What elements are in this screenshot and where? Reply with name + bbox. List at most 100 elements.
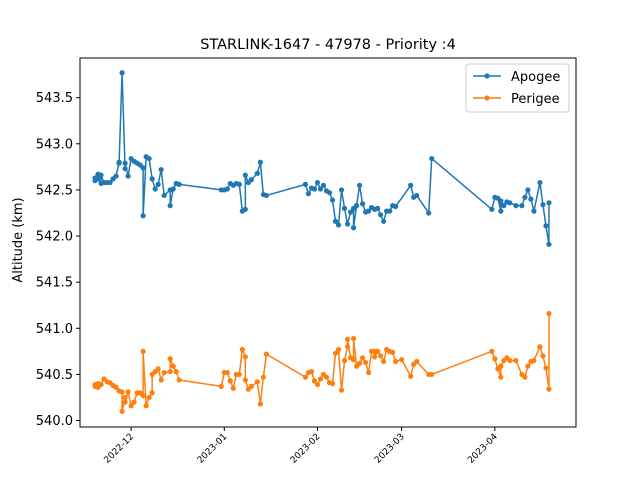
apogee-point [387,208,393,214]
y-tick-label: 540.0 [36,414,73,429]
perigee-point [122,394,128,401]
perigee-point [365,369,372,376]
apogee-point [414,192,420,199]
apogee-point [426,210,432,216]
apogee-point [332,218,339,224]
perigee-point [131,399,137,405]
perigee-point [218,383,224,390]
apogee-point [314,179,321,186]
apogee-point [320,182,327,188]
apogee-point [311,186,318,192]
series-layer [92,70,552,414]
perigee-point [167,369,173,375]
apogee-point [507,200,513,206]
perigee-point [242,377,248,383]
perigee-point [492,356,498,362]
perigee-point [489,348,495,354]
apogee-point [224,186,230,192]
perigee-point [140,348,146,354]
perigee-point [170,363,176,369]
perigee-point [371,354,378,360]
perigee-point [98,381,104,388]
perigee-point [125,389,131,395]
y-tick-label: 542.5 [36,183,73,198]
apogee-point [341,205,348,211]
apogee-point [149,176,155,182]
perigee-point [236,371,242,378]
apogee-point [146,155,152,162]
perigee-point [227,378,233,384]
perigee-point [146,394,152,401]
perigee-point [260,374,266,380]
apogee-point [335,222,342,228]
perigee-point [531,357,537,364]
apogee-point [242,172,248,178]
apogee-point [125,173,131,179]
perigee-point [173,369,179,375]
apogee-point [140,165,146,171]
apogee-point [408,182,414,188]
perigee-point [335,346,342,353]
apogee-point [122,166,128,172]
perigee-point [263,351,269,357]
apogee-point [257,159,263,165]
perigee-point [546,310,552,317]
apogee-point [302,181,309,187]
perigee-point [498,363,504,369]
apogee-point [381,218,387,224]
y-tick-label: 543.0 [36,137,73,152]
perigee-point [390,349,396,355]
apogee-point [375,205,381,211]
apogee-point [236,181,242,187]
perigee-point [122,399,128,405]
perigee-point [522,374,528,380]
y-tick-label: 542.0 [36,230,73,245]
apogee-point [122,160,128,166]
apogee-point [344,221,351,227]
perigee-point [317,376,324,382]
apogee-point [522,194,528,200]
perigee-point [149,390,155,396]
perigee-point [381,358,387,365]
perigee-point [311,378,318,384]
apogee-point [531,208,537,214]
perigee-point [119,389,125,395]
perigee-point [338,387,345,393]
apogee-point [543,223,549,229]
apogee-point [546,200,552,206]
apogee-point [489,206,495,212]
apogee-point [113,173,119,179]
apogee-point [119,70,125,76]
apogee-point [513,203,519,209]
perigee-point [414,358,420,365]
apogee-point [347,209,354,215]
y-tick-label: 541.0 [36,322,73,337]
apogee-point [356,182,363,188]
perigee-point [332,350,339,356]
apogee-point [95,176,101,182]
apogee-point [546,241,552,247]
apogee-point [498,208,504,214]
legend-apogee-label: Apogee [511,70,560,85]
perigee-point [350,335,357,342]
apogee-point [519,203,525,209]
perigee-point [239,346,245,353]
y-tick-label: 541.5 [36,276,73,291]
perigee-point [242,354,248,360]
perigee-point [543,365,549,371]
legend: Apogee Perigee [465,63,570,113]
apogee-point [263,192,269,199]
perigee-point [507,357,513,364]
perigee-point [344,336,351,342]
perigee-point [525,363,531,369]
perigee-point [540,353,546,359]
y-axis-ticks: 540.0 540.5 541.0 541.5 542.0 542.5 543.0 543.5 [36,91,80,429]
apogee-point [338,187,345,193]
perigee-point [230,385,236,391]
perigee-point [359,355,366,361]
apogee-point [329,197,336,203]
series-apogee [92,70,552,247]
apogee-point [107,179,113,186]
perigee-point [119,408,125,414]
apogee-point [254,170,260,176]
